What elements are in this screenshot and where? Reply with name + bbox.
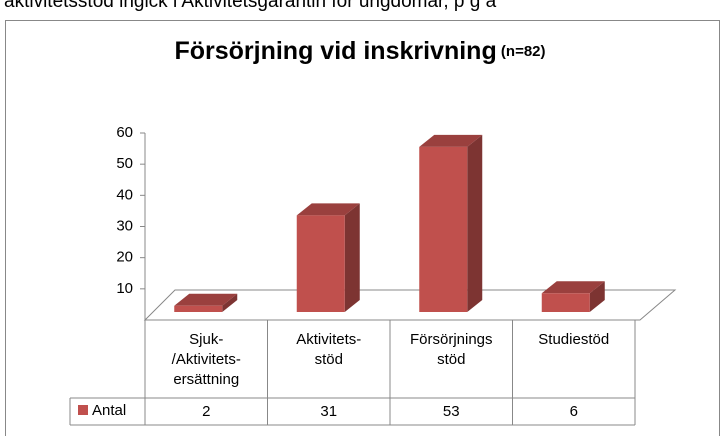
bar-face [296, 203, 360, 216]
y-tick-label: 50 [116, 155, 133, 172]
bar-face [419, 146, 468, 312]
y-tick-label: 20 [116, 249, 133, 266]
table-value: 2 [202, 403, 211, 420]
bar-face [174, 293, 238, 306]
bar-face [344, 203, 360, 312]
category-label: Studiestöd [538, 331, 610, 348]
table-value: 31 [320, 403, 338, 420]
category-label: Sjuk- /Aktivitets- ersättning [171, 331, 241, 388]
legend-swatch [78, 405, 88, 415]
bar [419, 134, 483, 312]
y-tick-label: 10 [116, 280, 133, 297]
bar [174, 293, 238, 312]
bar-face [296, 215, 345, 312]
table-value: 6 [569, 403, 578, 420]
category-label: Aktivitets- stöd [296, 331, 362, 368]
header-text: aktivitetsstöd ingick i Aktivitetsgarant… [4, 0, 497, 12]
bar-face [467, 134, 483, 312]
title: Försörjning vid inskrivning [174, 37, 496, 65]
legend-label: Antal [92, 402, 127, 419]
bar-face [222, 293, 238, 312]
title-note: (n=82) [501, 43, 546, 60]
bar-face [419, 134, 483, 147]
y-tick-label: 60 [116, 124, 133, 141]
bar [541, 281, 605, 312]
bar [296, 203, 360, 312]
chart-title: Försörjning vid inskrivning (n=82) [174, 37, 545, 65]
bar-face [174, 305, 223, 312]
y-tick-label: 30 [116, 217, 133, 234]
y-tick-label: 40 [116, 186, 133, 203]
category-label: Försörjnings stöd [409, 331, 493, 368]
bar-face [541, 293, 590, 312]
chart-border [5, 20, 720, 436]
table-value: 53 [442, 403, 460, 420]
bar-face [541, 281, 605, 294]
bar-face [589, 281, 605, 312]
